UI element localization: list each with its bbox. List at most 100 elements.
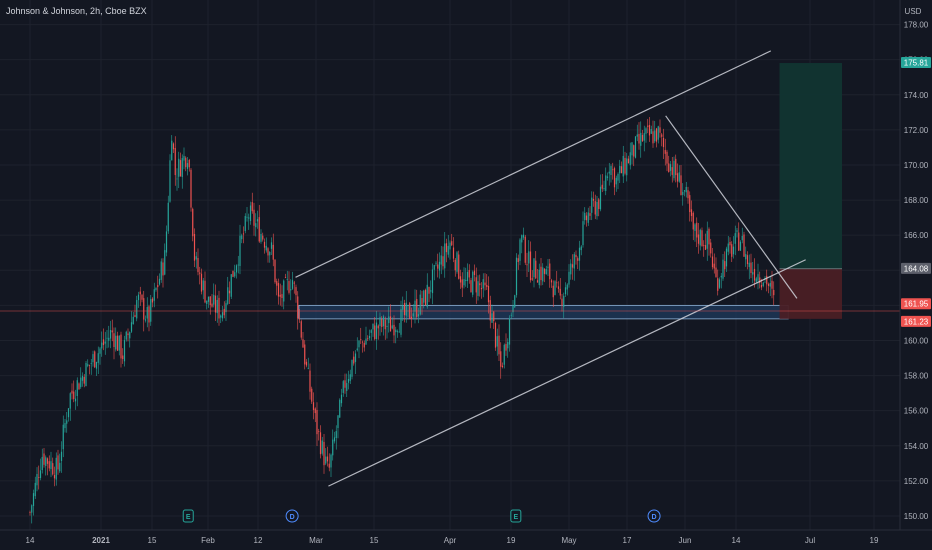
candle-body xyxy=(209,296,211,305)
candle-body xyxy=(214,295,217,313)
candle-body xyxy=(144,319,147,321)
candle-body xyxy=(526,264,528,266)
candle-body xyxy=(573,254,575,269)
time-tick-label: 19 xyxy=(870,536,879,545)
candle-body xyxy=(738,232,740,251)
candle-body xyxy=(605,175,607,191)
candle-body xyxy=(468,270,470,278)
candle-body xyxy=(759,277,761,283)
price-axis-panel[interactable] xyxy=(900,0,932,550)
long-position-stop-zone[interactable] xyxy=(779,268,842,319)
candle-body xyxy=(524,236,526,263)
candle-body xyxy=(178,158,180,177)
candle-body xyxy=(622,155,624,177)
time-axis[interactable]: 14 2021 15 Feb 12 Mar 15 Apr 19 May 17 Jun 14 Jul 19 xyxy=(26,536,879,545)
candle-body xyxy=(426,284,428,307)
candle-body xyxy=(370,330,372,333)
chart-grid xyxy=(0,0,900,530)
candle-body xyxy=(612,169,614,171)
candle-body xyxy=(31,505,33,513)
candle-body xyxy=(571,264,574,268)
candle-body xyxy=(256,219,259,222)
candle-body xyxy=(94,351,96,368)
candle-body xyxy=(109,330,112,339)
dividend-marker-icon[interactable]: D xyxy=(647,509,661,523)
long-position-target-zone[interactable] xyxy=(779,63,842,269)
candle-body xyxy=(333,437,336,442)
candle-body xyxy=(298,318,301,320)
candle-body xyxy=(668,163,670,173)
candle-body xyxy=(500,351,502,367)
candle-body xyxy=(718,279,721,288)
candle-body xyxy=(169,160,171,202)
candle-body xyxy=(421,298,423,305)
candle-body xyxy=(615,177,617,185)
time-tick-label: 2021 xyxy=(92,536,110,545)
candle-body xyxy=(456,252,458,272)
candle-body xyxy=(410,316,413,320)
price-tag-label: 164.08 xyxy=(904,264,929,273)
trendline-drawings[interactable] xyxy=(295,50,806,487)
candle-body xyxy=(613,168,616,188)
candle-body xyxy=(561,298,563,306)
candle-body xyxy=(361,341,364,343)
earnings-marker-icon[interactable]: E xyxy=(182,509,194,523)
candle-body xyxy=(150,299,152,322)
candle-body xyxy=(505,344,507,351)
candle-body xyxy=(129,332,131,339)
candle-body xyxy=(475,277,477,293)
candle-body xyxy=(493,311,495,322)
channel-lower-trendline[interactable] xyxy=(328,259,806,487)
candle-body xyxy=(92,354,94,363)
candle-body xyxy=(736,230,738,232)
candle-body xyxy=(270,242,273,249)
candle-body xyxy=(617,173,619,181)
candle-body xyxy=(335,431,337,439)
dividend-marker-icon[interactable]: D xyxy=(285,509,299,523)
candle-body xyxy=(146,306,148,319)
candle-body xyxy=(704,245,707,250)
earnings-marker-icon[interactable]: E xyxy=(510,509,522,523)
time-tick-label: Jul xyxy=(805,536,815,545)
candle-body xyxy=(73,391,75,399)
candle-body xyxy=(584,212,586,221)
candle-body xyxy=(592,199,595,201)
candle-body xyxy=(263,241,266,248)
candle-body xyxy=(521,235,523,243)
candle-body xyxy=(402,305,404,310)
candle-body xyxy=(444,243,446,269)
candle-body xyxy=(543,268,546,274)
candle-body xyxy=(332,439,334,456)
price-axis[interactable]: USD 150.00 152.00 154.00 156.00 158.00 160.00… xyxy=(904,7,929,521)
candle-body xyxy=(32,493,35,506)
channel-upper-trendline[interactable] xyxy=(295,50,772,278)
candle-body xyxy=(442,256,444,267)
support-zone-rectangle[interactable] xyxy=(298,304,789,320)
price-tag-stop xyxy=(901,315,931,327)
candle-body xyxy=(101,342,103,349)
candle-body xyxy=(122,355,124,360)
candle-body xyxy=(540,266,542,281)
candle-body xyxy=(288,281,290,293)
candle-body xyxy=(741,235,743,241)
candle-body xyxy=(533,258,535,278)
candle-body xyxy=(673,160,675,179)
candle-body xyxy=(675,158,677,176)
candle-body xyxy=(45,457,47,466)
wedge-upper-trendline[interactable] xyxy=(665,115,798,299)
candle-body xyxy=(640,132,642,146)
candle-body xyxy=(192,208,194,237)
candle-body xyxy=(137,294,140,301)
candle-body xyxy=(139,291,141,295)
candle-body xyxy=(172,143,175,150)
candle-body xyxy=(746,255,749,265)
drawing-zones[interactable] xyxy=(298,63,842,320)
candle-body xyxy=(80,377,82,388)
candle-body xyxy=(354,353,357,362)
event-marker-letter: D xyxy=(652,514,657,521)
candle-body xyxy=(748,262,750,268)
candle-body xyxy=(703,244,705,246)
candle-body xyxy=(400,308,402,335)
